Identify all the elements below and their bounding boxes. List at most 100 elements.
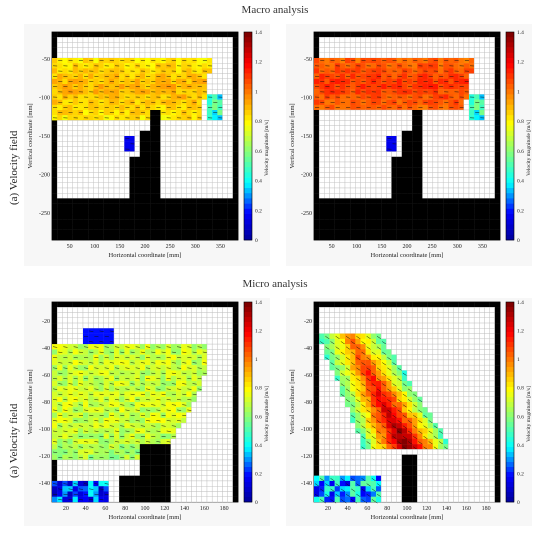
grid-cell xyxy=(217,307,223,313)
grid-cell xyxy=(180,47,187,54)
colorbar-segment xyxy=(244,188,252,194)
obstacle-cell xyxy=(129,475,135,482)
obstacle-cell xyxy=(345,229,351,235)
grid-cell xyxy=(134,307,141,313)
velocity-cell xyxy=(176,58,182,64)
obstacle-cell xyxy=(124,224,130,230)
velocity-cell xyxy=(67,396,73,403)
grid-cell xyxy=(211,428,218,434)
grid-cell xyxy=(186,42,192,48)
grid-cell xyxy=(468,88,475,95)
obstacle-cell xyxy=(494,229,501,235)
velocity-cell xyxy=(479,110,485,116)
obstacle-cell xyxy=(222,208,228,215)
grid-cell xyxy=(227,401,234,408)
grid-cell xyxy=(453,52,459,59)
grid-cell xyxy=(165,182,172,189)
velocity-cell xyxy=(186,349,192,355)
grid-cell xyxy=(98,172,104,178)
grid-cell xyxy=(222,370,228,376)
obstacle-cell xyxy=(469,234,475,241)
grid-cell xyxy=(222,380,228,387)
grid-cell xyxy=(217,438,223,445)
colorbar-segment xyxy=(244,146,252,152)
obstacle-cell xyxy=(494,172,501,178)
grid-cell xyxy=(93,47,99,54)
obstacle-cell xyxy=(77,214,84,220)
obstacle-cell xyxy=(319,229,325,235)
obstacle-cell xyxy=(52,219,58,225)
colorbar-segment xyxy=(244,42,252,48)
grid-cell xyxy=(339,52,346,59)
grid-cell xyxy=(360,156,366,163)
grid-cell xyxy=(118,177,125,184)
obstacle-cell xyxy=(134,193,141,199)
velocity-cell xyxy=(155,412,161,418)
colorbar-segment xyxy=(506,208,514,215)
obstacle-cell xyxy=(134,172,141,178)
obstacle-cell xyxy=(232,68,239,74)
grid-cell xyxy=(365,146,372,152)
grid-cell xyxy=(108,187,115,194)
obstacle-cell xyxy=(150,125,156,131)
obstacle-cell xyxy=(170,208,177,215)
grid-cell xyxy=(56,42,63,48)
obstacle-cell xyxy=(114,214,120,220)
velocity-cell xyxy=(438,89,444,95)
obstacle-cell xyxy=(93,302,99,308)
grid-cell xyxy=(82,464,89,471)
grid-cell xyxy=(118,146,125,152)
obstacle-cell xyxy=(150,120,156,126)
obstacle-cell xyxy=(176,229,182,235)
grid-cell xyxy=(489,172,496,178)
velocity-cell xyxy=(165,89,172,95)
obstacle-cell xyxy=(129,188,135,194)
velocity-cell xyxy=(83,380,89,387)
grid-cell xyxy=(77,338,84,345)
grid-cell xyxy=(191,120,197,126)
grid-cell xyxy=(432,130,439,137)
obstacle-cell xyxy=(139,141,146,147)
obstacle-cell xyxy=(196,32,203,38)
grid-cell xyxy=(463,187,470,194)
grid-cell xyxy=(87,120,94,126)
grid-cell xyxy=(206,417,213,424)
grid-cell xyxy=(129,328,135,334)
grid-cell xyxy=(217,449,223,455)
grid-cell xyxy=(227,192,234,199)
grid-cell xyxy=(191,156,197,163)
grid-cell xyxy=(437,172,444,178)
grid-cell xyxy=(155,52,161,59)
grid-cell xyxy=(344,109,351,116)
colorbar-segment xyxy=(506,110,514,116)
obstacle-cell xyxy=(324,208,330,215)
grid-cell xyxy=(82,42,89,48)
obstacle-cell xyxy=(93,219,99,225)
colorbar-segment xyxy=(244,47,252,54)
velocity-cell xyxy=(62,89,68,95)
grid-cell xyxy=(222,42,228,48)
obstacle-cell xyxy=(448,224,454,230)
obstacle-cell xyxy=(139,214,146,220)
grid-cell xyxy=(318,140,325,147)
obstacle-cell xyxy=(108,302,115,308)
velocity-cell xyxy=(93,380,99,387)
grid-cell xyxy=(82,125,89,131)
obstacle-cell xyxy=(232,438,239,445)
colorbar-segment xyxy=(506,58,514,64)
velocity-cell xyxy=(83,433,89,440)
grid-cell xyxy=(124,125,130,131)
grid-cell xyxy=(175,151,182,157)
obstacle-cell xyxy=(458,214,465,220)
grid-cell xyxy=(206,401,213,408)
obstacle-cell xyxy=(88,208,94,215)
velocity-cell xyxy=(165,370,172,376)
obstacle-cell xyxy=(150,151,156,157)
obstacle-cell xyxy=(145,224,151,230)
obstacle-cell xyxy=(494,125,501,131)
obstacle-cell xyxy=(145,465,151,471)
velocity-cell xyxy=(381,84,387,90)
grid-cell xyxy=(489,47,496,54)
grid-cell xyxy=(463,52,470,59)
grid-cell xyxy=(227,125,234,131)
